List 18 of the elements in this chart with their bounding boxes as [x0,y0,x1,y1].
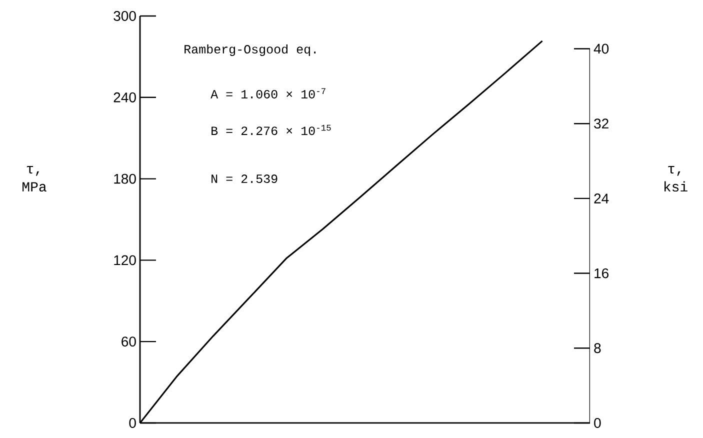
annotation: B = 2.276 × 10$^{-15}$ [212,124,331,136]
y-tick-label: 300 [114,11,136,21]
y2-tick-label: 40 [594,44,609,54]
y2-tick-label: 0 [594,418,601,428]
y2-axis-title: τ, ksi [664,166,688,192]
y2-tick-label: 8 [594,343,601,354]
annotation: N = 2.539 [212,174,278,184]
y-tick-label: 180 [114,174,136,184]
y2-tick-label: 24 [594,194,609,204]
y-tick-label: 240 [114,92,136,102]
y-axis-title: τ, MPa [22,166,46,192]
y-tick-label: 0 [129,418,136,428]
y2-tick-label: 16 [594,268,608,278]
y-tick-label: 120 [114,255,136,266]
y-tick-label: 60 [122,336,136,347]
annotation: A = 1.060 × 10$^{-7}$ [210,88,326,98]
annotation: Ramberg-Osgood eq. [184,44,316,56]
y2-tick-label: 32 [594,118,608,129]
